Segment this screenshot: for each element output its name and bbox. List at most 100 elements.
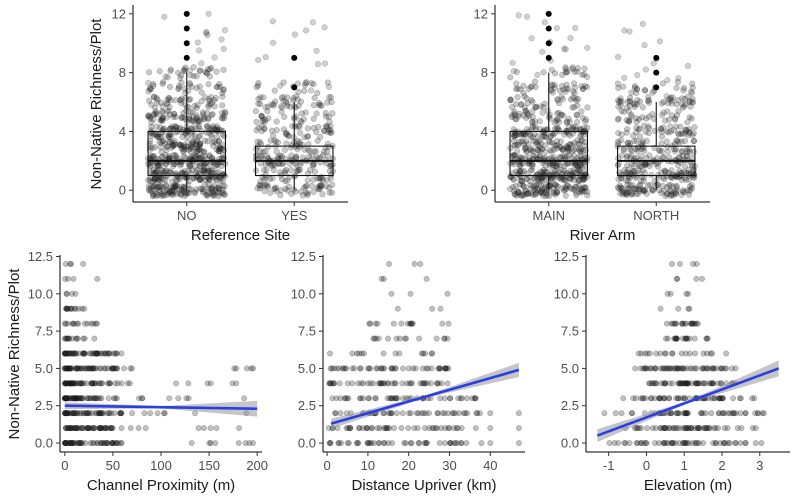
jitter-point — [558, 111, 565, 118]
jitter-point — [636, 133, 644, 140]
jitter-point — [165, 95, 172, 102]
jitter-point — [181, 68, 188, 75]
jitter-point — [273, 188, 280, 195]
scatter-point — [456, 410, 462, 417]
jitter-point — [194, 137, 201, 144]
jitter-point — [189, 132, 196, 139]
scatter-point — [433, 335, 440, 342]
jitter-point — [513, 116, 520, 123]
scatter-point — [672, 335, 679, 342]
jitter-point — [201, 115, 208, 122]
jitter-point — [552, 168, 559, 175]
outlier-point — [653, 84, 660, 91]
jitter-point — [151, 93, 158, 101]
scatter-point — [660, 440, 667, 446]
jitter-point — [317, 102, 324, 109]
jitter-point — [642, 66, 649, 73]
jitter-point — [522, 190, 529, 197]
jitter-point — [208, 93, 215, 101]
jitter-point — [514, 141, 521, 148]
jitter-point — [522, 107, 529, 114]
scatter-point — [75, 380, 82, 387]
scatter-point — [82, 350, 88, 357]
jitter-point — [529, 119, 536, 126]
scatter-point — [458, 440, 465, 446]
scatter-point — [79, 425, 86, 432]
jitter-point — [303, 190, 310, 197]
jitter-point — [253, 118, 260, 125]
jitter-point — [180, 113, 187, 121]
scatter-point — [688, 425, 695, 432]
jitter-point — [151, 170, 158, 177]
jitter-point — [284, 94, 291, 101]
jitter-point — [524, 110, 531, 117]
jitter-point — [532, 191, 539, 199]
y-tick-label: 2.5 — [35, 398, 53, 413]
jitter-point — [159, 116, 166, 123]
jitter-point — [518, 138, 525, 145]
jitter-point — [660, 187, 667, 194]
jitter-point — [518, 131, 525, 138]
jitter-point — [154, 167, 161, 174]
jitter-point — [193, 73, 200, 80]
jitter-point — [257, 178, 264, 185]
jitter-point — [327, 123, 334, 130]
jitter-point — [528, 97, 535, 104]
y-tick-label: 12 — [474, 6, 488, 21]
jitter-point — [296, 138, 303, 146]
scatter-point — [694, 440, 701, 446]
jitter-point — [316, 175, 323, 182]
jitter-point — [191, 190, 198, 197]
jitter-point — [195, 124, 202, 131]
y-tick-label: 4 — [119, 124, 126, 139]
jitter-point — [258, 153, 265, 160]
jitter-point — [529, 191, 536, 198]
jitter-point — [296, 129, 304, 136]
jitter-point — [287, 103, 294, 110]
jitter-point — [172, 153, 179, 160]
jitter-point — [627, 154, 634, 161]
jitter-point — [261, 119, 268, 126]
jitter-point — [323, 123, 330, 130]
jitter-point — [202, 176, 209, 183]
jitter-point — [317, 182, 324, 189]
scatter-point — [88, 350, 94, 357]
scatter-point — [679, 335, 686, 342]
jitter-point — [304, 125, 312, 132]
scatter-point — [711, 425, 718, 432]
jitter-point — [529, 133, 537, 141]
scatter-point — [462, 410, 469, 417]
y-tick-label: 12.5 — [28, 249, 53, 264]
scatter-point — [64, 320, 71, 327]
scatter-point — [398, 320, 405, 327]
jitter-point — [301, 82, 308, 89]
jitter-point — [559, 153, 566, 160]
scatter-point — [444, 290, 451, 297]
scatter-point — [367, 380, 374, 387]
jitter-point — [687, 186, 694, 193]
jitter-point — [562, 177, 569, 184]
scatter-point — [83, 410, 90, 417]
x-axis-title: Reference Site — [191, 227, 290, 244]
jitter-point — [573, 189, 580, 196]
jitter-point — [523, 138, 530, 145]
scatter-point — [722, 440, 729, 446]
jitter-point — [633, 86, 640, 93]
scatter-point — [106, 410, 113, 417]
jitter-point — [663, 128, 670, 135]
jitter-point — [569, 64, 576, 71]
jitter-point — [154, 96, 161, 103]
jitter-point — [145, 182, 153, 189]
jitter-point — [205, 181, 212, 188]
jitter-point — [534, 146, 541, 153]
jitter-point — [147, 86, 154, 93]
jitter-point — [557, 143, 564, 150]
jitter-point — [153, 133, 160, 140]
scatter-point — [640, 395, 647, 402]
jitter-point — [530, 183, 537, 190]
jitter-point — [259, 118, 266, 125]
jitter-point — [184, 189, 191, 196]
jitter-point — [264, 103, 271, 110]
jitter-point — [155, 133, 162, 141]
jitter-point — [510, 132, 518, 139]
